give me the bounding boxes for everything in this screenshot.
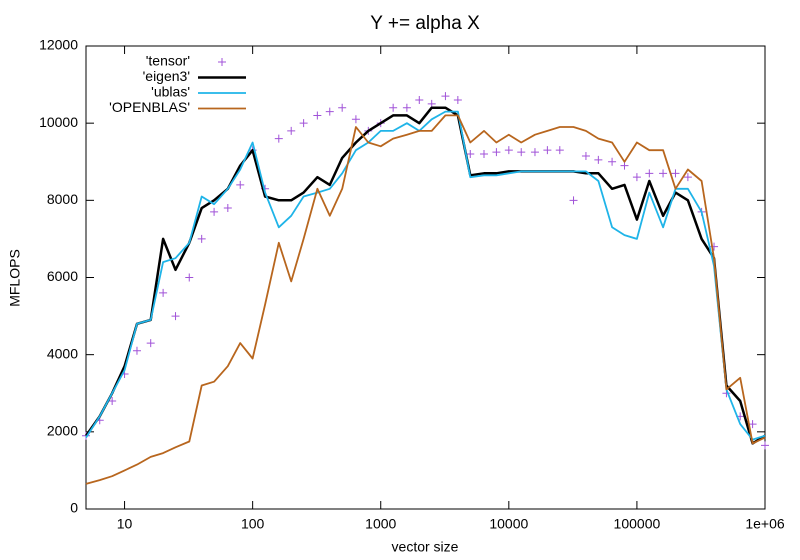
- x-tick-label: 10: [117, 516, 133, 532]
- data-point: [402, 103, 411, 112]
- y-tick-label: 10000: [39, 114, 78, 130]
- data-point: [351, 115, 360, 124]
- y-axis-label: MFLOPS: [7, 249, 23, 307]
- data-point: [466, 150, 475, 159]
- legend-marker: [218, 58, 226, 66]
- data-point: [441, 92, 450, 101]
- x-tick-label: 100000: [614, 516, 661, 532]
- legend-label: 'tensor': [146, 53, 190, 69]
- data-point: [581, 151, 590, 160]
- data-point: [479, 150, 488, 159]
- data-point: [453, 96, 462, 105]
- data-point: [530, 148, 539, 157]
- data-point: [223, 204, 232, 213]
- data-point: [197, 234, 206, 243]
- data-point: [555, 146, 564, 155]
- data-point: [236, 180, 245, 189]
- data-line: [85, 110, 766, 441]
- x-tick-label: 1000: [365, 516, 396, 532]
- data-point: [325, 107, 334, 116]
- data-point: [594, 155, 603, 164]
- data-point: [185, 273, 194, 282]
- data-point: [632, 173, 641, 182]
- legend-label: 'eigen3': [143, 68, 190, 84]
- data-point: [620, 161, 629, 170]
- data-point: [287, 126, 296, 135]
- y-tick-label: 6000: [47, 268, 78, 284]
- data-line: [85, 114, 766, 485]
- legend-label: 'OPENBLAS': [109, 99, 190, 115]
- legend-label: 'ublas': [151, 84, 190, 100]
- data-point: [108, 396, 117, 405]
- data-point: [313, 111, 322, 120]
- data-point: [543, 146, 552, 155]
- data-point: [504, 146, 513, 155]
- y-tick-label: 0: [70, 500, 78, 516]
- data-point: [389, 103, 398, 112]
- data-point: [274, 134, 283, 143]
- data-point: [671, 169, 680, 178]
- data-point: [569, 196, 578, 205]
- data-point: [645, 169, 654, 178]
- y-tick-label: 12000: [39, 37, 78, 53]
- x-tick-label: 1e+06: [745, 516, 785, 532]
- data-point: [492, 148, 501, 157]
- data-point: [761, 441, 769, 450]
- y-tick-label: 8000: [47, 191, 78, 207]
- data-point: [132, 346, 141, 355]
- data-point: [338, 103, 347, 112]
- data-point: [608, 157, 617, 166]
- x-tick-label: 100: [241, 516, 265, 532]
- data-point: [171, 312, 180, 321]
- data-point: [210, 207, 219, 216]
- data-point: [159, 288, 168, 297]
- data-line: [84, 106, 766, 445]
- data-point: [748, 420, 757, 429]
- data-point: [683, 173, 692, 182]
- data-point: [517, 148, 526, 157]
- data-point: [659, 169, 668, 178]
- y-tick-label: 4000: [47, 345, 78, 361]
- y-tick-label: 2000: [47, 423, 78, 439]
- data-point: [299, 119, 308, 128]
- x-axis-label: vector size: [392, 539, 459, 555]
- x-tick-label: 10000: [489, 516, 528, 532]
- data-point: [146, 339, 155, 348]
- data-point: [415, 96, 424, 105]
- chart-title: Y += alpha X: [370, 13, 480, 34]
